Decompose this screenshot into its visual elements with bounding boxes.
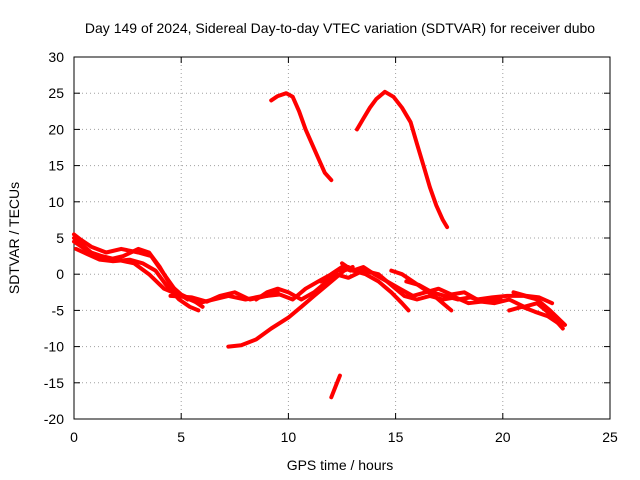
y-tick-label: 0 [56,266,64,282]
y-tick-label: -15 [44,375,64,391]
series-track-m [318,268,565,331]
series-track-k [355,89,450,230]
y-tick-label: -5 [52,302,65,318]
y-tick-label: 30 [48,49,64,65]
series-layer [72,89,567,400]
x-tick-label: 10 [281,429,297,445]
y-tick-label: -10 [44,339,64,355]
x-tick-label: 20 [495,429,511,445]
x-axis-ticks: 0 5 10 15 20 25 [70,57,618,445]
series-track-n [340,261,411,313]
series-track-i [269,91,334,183]
series-track-e [168,290,269,304]
series-track-r [511,290,555,306]
series-track-c [74,246,201,313]
y-tick-label: 15 [48,158,64,174]
x-tick-label: 5 [177,429,185,445]
series-track-d [72,232,190,302]
x-axis-label: GPS time / hours [287,457,394,473]
y-tick-label: 5 [56,230,64,246]
y-tick-label: -20 [44,411,64,427]
grid-lines [74,57,610,419]
series-track-p [404,279,503,304]
y-tick-label: 25 [48,85,64,101]
series-track-f [226,265,355,349]
y-tick-label: 20 [48,121,64,137]
x-tick-label: 15 [388,429,404,445]
y-axis-label: SDTVAR / TECUs [6,182,22,294]
series-track-q [507,304,563,327]
chart-title: Day 149 of 2024, Sidereal Day-to-day VTE… [85,20,595,36]
y-tick-label: 10 [48,194,64,210]
series-track-j [329,373,342,400]
x-tick-label: 0 [70,429,78,445]
y-axis-ticks: -20 -15 -10 -5 0 5 10 15 20 25 30 [44,49,610,427]
x-tick-label: 25 [602,429,618,445]
